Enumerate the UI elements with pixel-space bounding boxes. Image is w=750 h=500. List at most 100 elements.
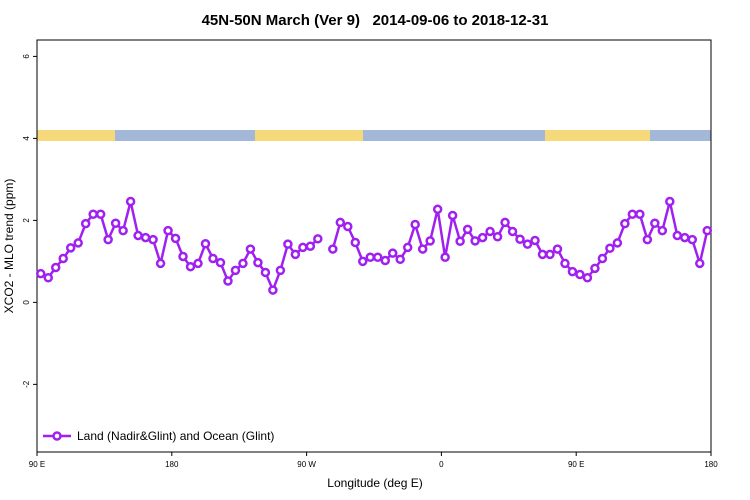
point [657, 225, 668, 236]
point [545, 249, 555, 260]
point [313, 234, 323, 244]
x-tick-label: 90 E [29, 460, 45, 469]
point [462, 224, 473, 235]
point [417, 244, 428, 254]
point [635, 209, 645, 219]
point [283, 239, 293, 249]
point [290, 249, 301, 260]
y-tick-label: 0 [22, 300, 31, 305]
point [597, 253, 608, 264]
point [575, 269, 585, 280]
point [590, 263, 600, 274]
point [477, 232, 488, 243]
point [530, 235, 540, 246]
point [485, 226, 495, 237]
y-tick-label: 6 [22, 54, 31, 59]
point [500, 217, 510, 228]
point [163, 225, 173, 236]
point [672, 230, 683, 241]
point [650, 218, 660, 228]
point [305, 241, 316, 251]
point [440, 252, 450, 263]
point [178, 251, 188, 262]
legend-label: Land (Nadir&Glint) and Ocean (Glint) [77, 429, 274, 443]
point [515, 234, 525, 244]
point [200, 238, 211, 249]
x-tick-label: 90 W [297, 460, 316, 469]
land-ocean-strip [37, 130, 711, 141]
x-tick-label: 180 [165, 460, 179, 469]
point [328, 244, 338, 254]
point [560, 258, 570, 269]
y-tick-label: 4 [22, 136, 31, 141]
point [470, 236, 480, 246]
x-tick-label: 180 [704, 460, 718, 469]
point [358, 256, 368, 267]
point [612, 238, 623, 248]
point [343, 221, 353, 232]
point [350, 237, 361, 248]
point [395, 254, 405, 265]
point [335, 217, 346, 228]
point [275, 265, 286, 276]
point [492, 232, 503, 242]
point [95, 209, 106, 219]
point [223, 276, 233, 286]
point [582, 273, 593, 283]
land [37, 130, 115, 141]
plot-frame [36, 39, 712, 453]
point [620, 218, 630, 229]
point [702, 225, 713, 236]
point [567, 266, 578, 277]
point [253, 257, 263, 268]
chart-title: 45N-50N March (Ver 9) 2014-09-06 to 2018… [202, 12, 549, 29]
point [695, 258, 705, 269]
point [298, 242, 308, 253]
point [208, 253, 218, 264]
point [125, 196, 136, 207]
point [80, 218, 91, 229]
point [537, 249, 548, 260]
point [140, 232, 151, 243]
point [642, 234, 653, 245]
x-tick-label: 90 E [568, 460, 584, 469]
land [255, 130, 363, 141]
point [58, 253, 68, 264]
ocean [37, 130, 711, 141]
y-tick-label: 2 [22, 218, 31, 223]
point [88, 209, 98, 219]
y-tick-label: -2 [22, 380, 31, 388]
point [215, 257, 226, 268]
point [425, 236, 435, 246]
point [380, 255, 390, 266]
point [455, 236, 465, 247]
point [118, 225, 128, 236]
y-axis-title: XCO2 - MLO trend (ppm) [2, 179, 16, 314]
point [552, 244, 563, 254]
point [447, 210, 458, 221]
point [432, 204, 443, 215]
point [522, 239, 533, 249]
point [73, 238, 83, 248]
point [260, 267, 271, 278]
point [680, 232, 690, 243]
point [687, 234, 698, 245]
point [110, 218, 121, 228]
point [387, 248, 398, 258]
point [133, 230, 143, 241]
point [65, 243, 76, 253]
point [193, 258, 203, 269]
point [238, 258, 248, 269]
point [103, 234, 113, 245]
x-tick-label: 0 [439, 460, 444, 469]
point [268, 285, 278, 295]
point [43, 273, 53, 283]
point [185, 261, 196, 272]
point [372, 252, 383, 263]
point [35, 268, 46, 279]
legend-marker [52, 431, 62, 441]
x-axis-title: Longitude (deg E) [327, 476, 422, 490]
point [365, 252, 376, 263]
point [245, 244, 256, 254]
